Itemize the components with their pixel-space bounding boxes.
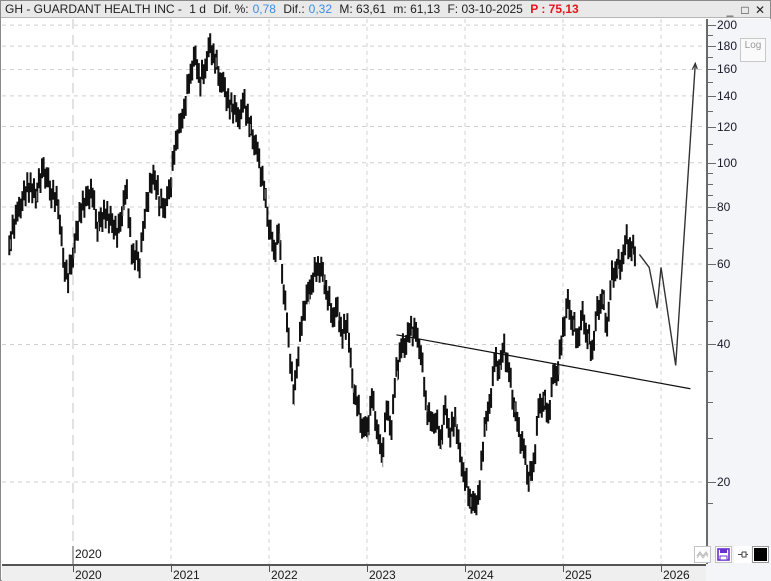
time-axis[interactable]: 2020 2021 2022 2023 2024 2025 2026 bbox=[2, 564, 706, 581]
y-tick-label: 140 bbox=[717, 88, 738, 103]
maximize-button[interactable]: □ bbox=[741, 2, 749, 17]
x-tick bbox=[465, 564, 466, 572]
symbol-title: GH - GUARDANT HEALTH INC - bbox=[5, 2, 182, 16]
y-tick bbox=[708, 281, 713, 283]
x-tick-label: 2022 bbox=[271, 568, 298, 581]
close-button[interactable]: ✕ bbox=[754, 2, 766, 17]
y-tick bbox=[708, 143, 713, 145]
interval-label: 1 d bbox=[189, 2, 206, 16]
y-tick bbox=[708, 194, 713, 196]
y-tick bbox=[708, 321, 713, 323]
x-tick bbox=[73, 564, 74, 572]
y-tick bbox=[708, 172, 713, 174]
y-tick bbox=[708, 69, 716, 71]
trendline bbox=[396, 334, 691, 390]
save-icon[interactable] bbox=[715, 546, 732, 563]
y-tick bbox=[708, 300, 713, 302]
y-tick-label: 120 bbox=[717, 119, 738, 134]
x-marker-label: 2020 bbox=[75, 547, 102, 561]
x-tick bbox=[563, 564, 564, 572]
date-label: F: 03-10-2025 bbox=[447, 2, 523, 16]
y-tick bbox=[708, 183, 713, 185]
y-tick bbox=[708, 502, 713, 504]
y-tick bbox=[708, 25, 716, 27]
color-swatch-icon[interactable] bbox=[752, 546, 769, 563]
x-tick-label: 2023 bbox=[369, 568, 396, 581]
log-scale-button[interactable]: Log bbox=[740, 38, 766, 62]
dif-pct-label: Dif. %: bbox=[213, 2, 249, 16]
x-tick-label: 2026 bbox=[663, 568, 690, 581]
title-bar: GH - GUARDANT HEALTH INC - 1 d Dif. %: 0,… bbox=[1, 1, 770, 18]
y-tick-label: 40 bbox=[717, 337, 731, 352]
y-tick bbox=[708, 46, 716, 48]
y-tick bbox=[708, 57, 713, 59]
pin-icon[interactable] bbox=[734, 546, 751, 563]
y-tick-label: 100 bbox=[717, 155, 738, 170]
y-tick bbox=[708, 401, 713, 403]
x-tick bbox=[661, 564, 662, 572]
price-candles bbox=[8, 33, 636, 516]
y-tick-label: 160 bbox=[717, 62, 738, 77]
y-tick bbox=[708, 206, 716, 208]
dif-label: Dif.: bbox=[283, 2, 305, 16]
y-tick bbox=[708, 370, 713, 372]
y-tick-label: 60 bbox=[717, 257, 731, 272]
x-tick bbox=[171, 564, 172, 572]
max-label: M: 63,61 bbox=[339, 2, 387, 16]
price-axis[interactable]: 20 40 60 80 100 120 140 160 180 200 bbox=[706, 18, 771, 564]
y-tick bbox=[708, 437, 713, 439]
y-tick bbox=[708, 110, 713, 112]
dif-pct-value: 0,78 bbox=[252, 2, 276, 16]
x-tick-label: 2024 bbox=[467, 568, 494, 581]
price-label: P : 75,13 bbox=[530, 2, 579, 16]
plot-area[interactable]: 2020 bbox=[2, 19, 706, 564]
window-controls: _ □ ✕ bbox=[724, 1, 766, 18]
x-tick bbox=[367, 564, 368, 572]
x-tick-label: 2020 bbox=[75, 568, 102, 581]
dif-value: 0,32 bbox=[308, 2, 333, 16]
y-tick bbox=[708, 264, 716, 266]
y-tick-label: 20 bbox=[717, 475, 731, 489]
x-tick bbox=[269, 564, 270, 572]
y-tick bbox=[708, 233, 713, 235]
min-label: m: 61,13 bbox=[393, 2, 441, 16]
y-tick bbox=[708, 95, 716, 97]
y-tick-label: 200 bbox=[717, 18, 738, 33]
y-tick bbox=[708, 162, 716, 164]
y-tick bbox=[708, 82, 713, 84]
price-chart: 2020 bbox=[2, 19, 706, 564]
x-tick-label: 2025 bbox=[565, 568, 592, 581]
x-tick-label: 2021 bbox=[173, 568, 200, 581]
arrow-head-icon bbox=[691, 61, 698, 70]
y-tick bbox=[708, 482, 716, 483]
y-tick bbox=[708, 219, 713, 221]
y-tick-label: 180 bbox=[717, 39, 738, 54]
y-tick bbox=[708, 344, 716, 346]
minimize-button[interactable]: _ bbox=[726, 2, 734, 17]
y-tick bbox=[708, 126, 716, 128]
wave-icon[interactable] bbox=[694, 546, 711, 563]
y-tick-label: 80 bbox=[717, 199, 731, 214]
axis-corner bbox=[706, 564, 771, 581]
projection-path bbox=[638, 63, 696, 366]
y-tick bbox=[708, 35, 713, 37]
y-tick bbox=[708, 248, 713, 250]
